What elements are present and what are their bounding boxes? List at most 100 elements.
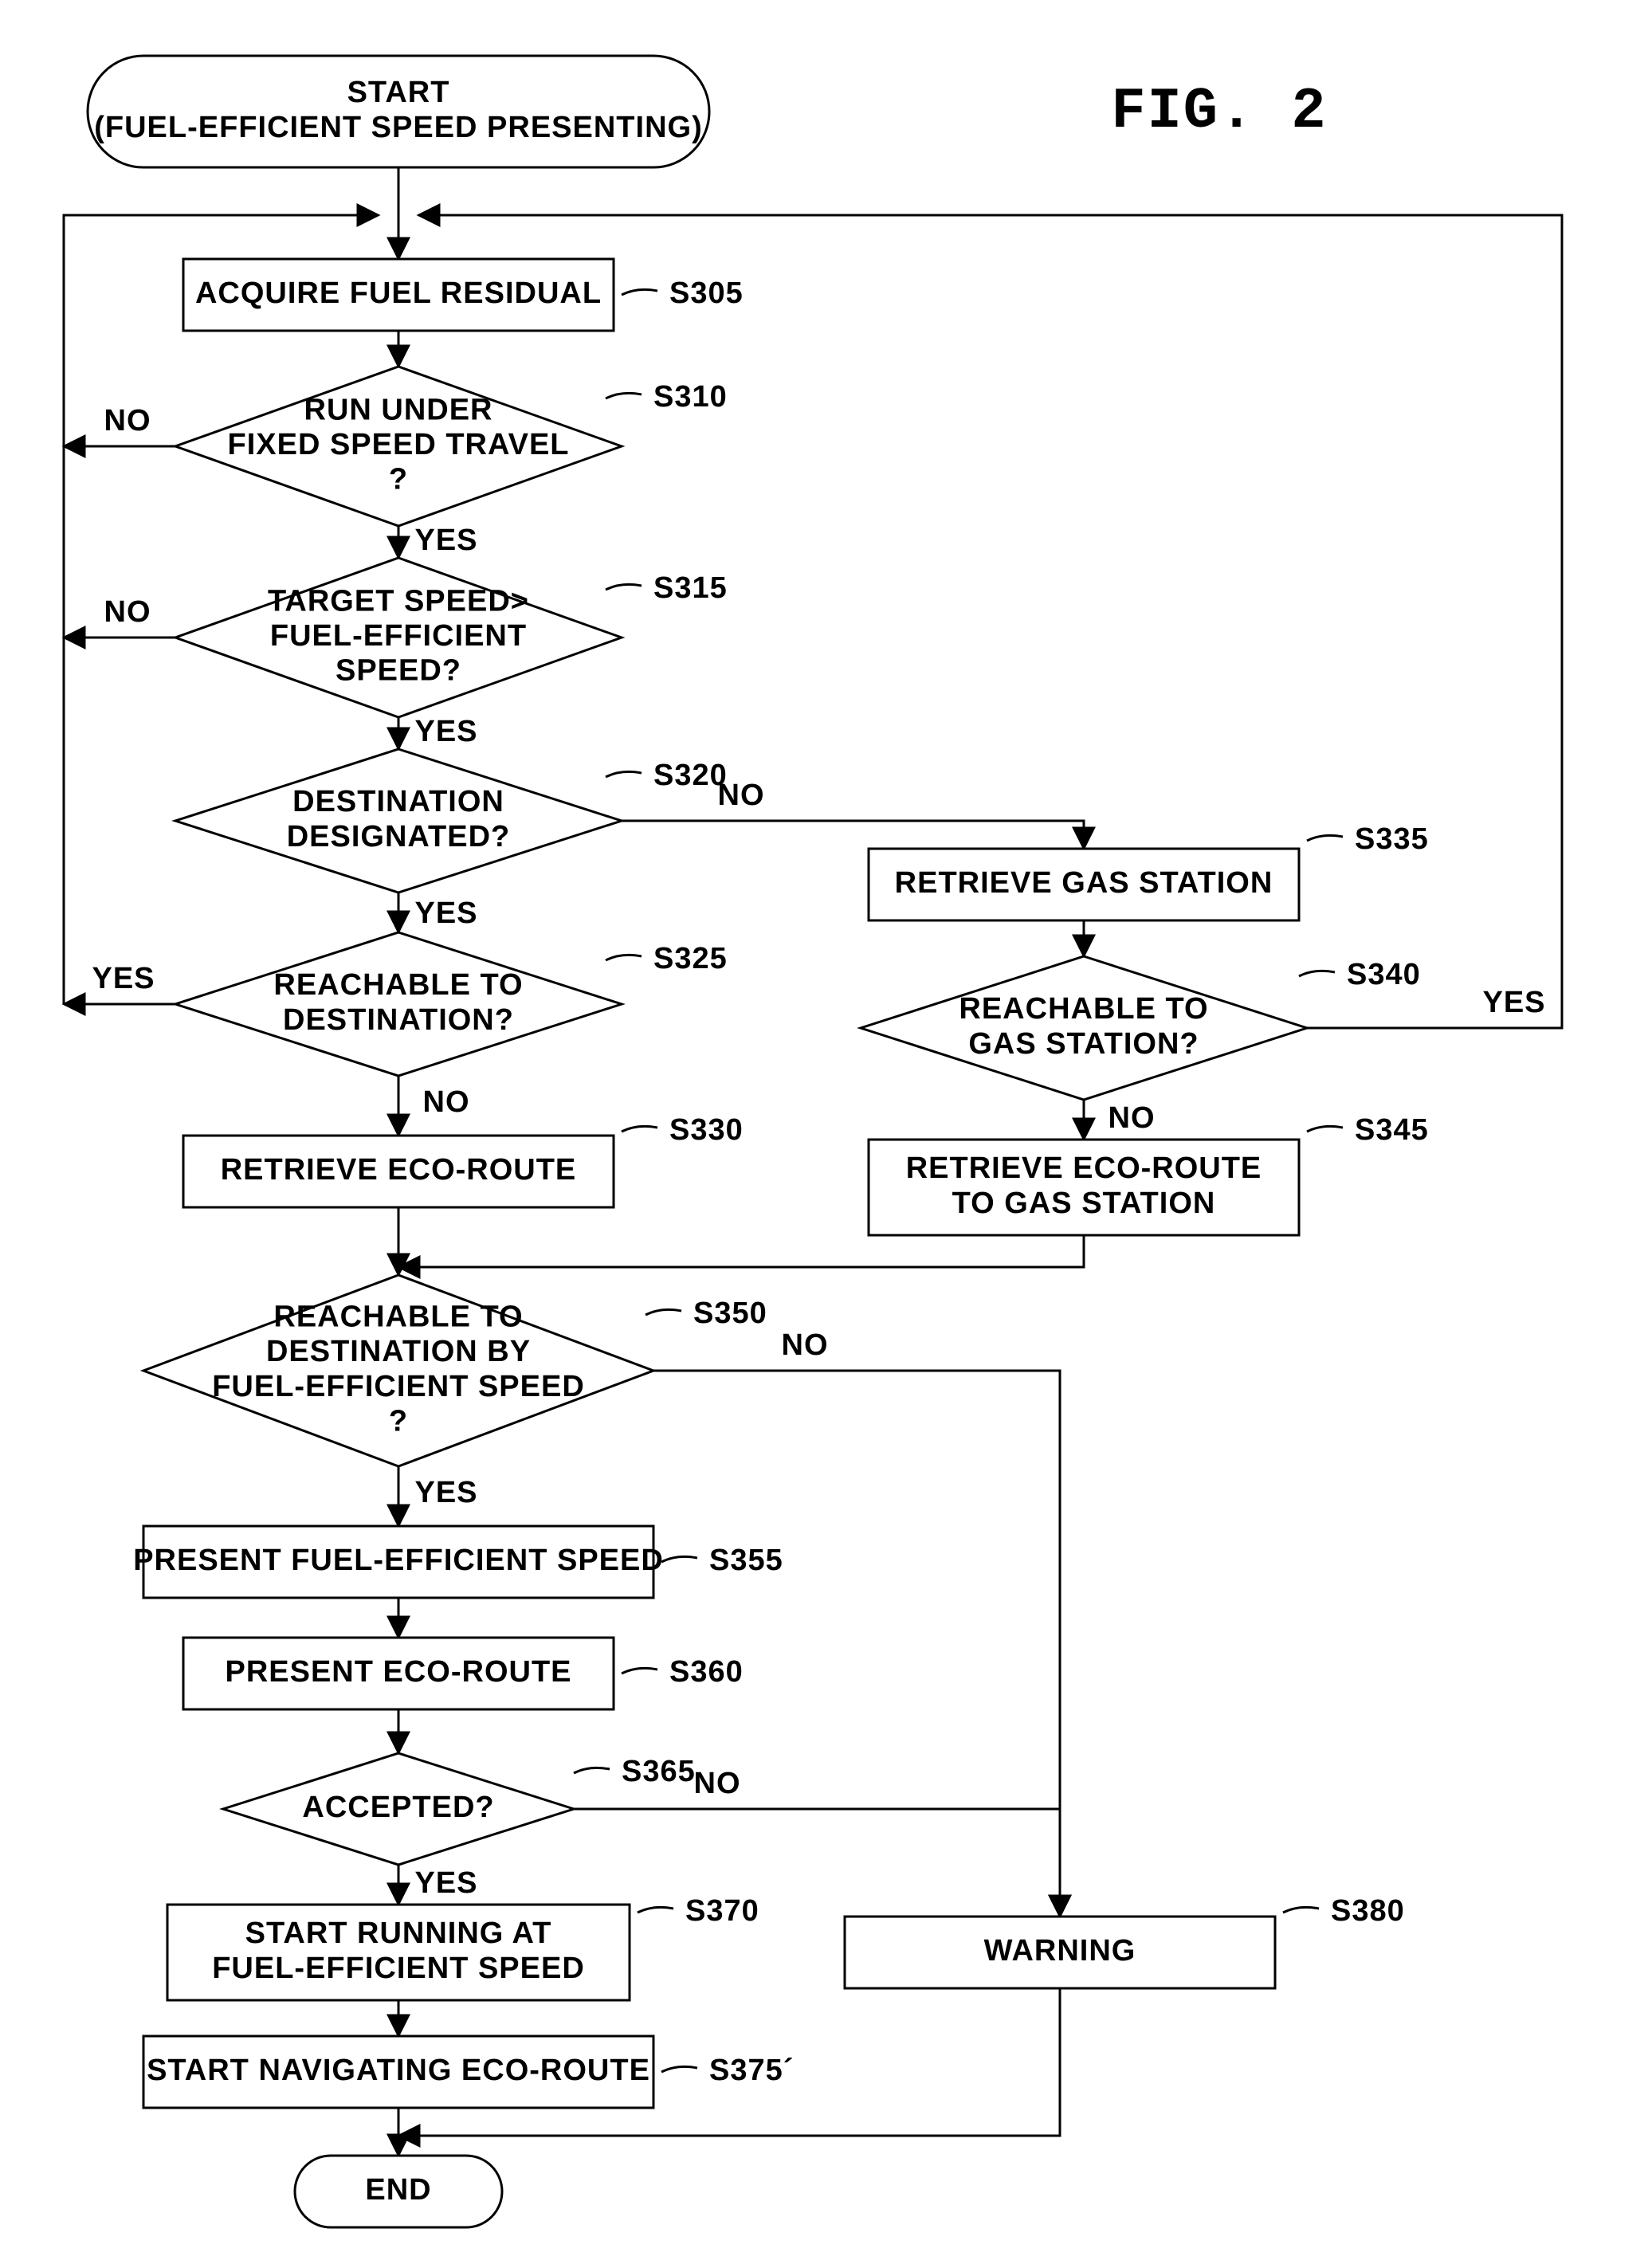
node-end: END bbox=[295, 2156, 502, 2227]
svg-text:S340: S340 bbox=[1347, 958, 1421, 991]
node-d340: REACHABLE TOGAS STATION? bbox=[861, 956, 1307, 1100]
svg-text:S320: S320 bbox=[653, 759, 728, 792]
svg-text:TO GAS STATION: TO GAS STATION bbox=[952, 1187, 1216, 1220]
svg-text:PRESENT ECO-ROUTE: PRESENT ECO-ROUTE bbox=[225, 1655, 571, 1689]
svg-text:DESTINATION: DESTINATION bbox=[292, 785, 504, 818]
step-label-d350: S350 bbox=[645, 1297, 767, 1330]
node-p355: PRESENT FUEL-EFFICIENT SPEED bbox=[133, 1526, 664, 1598]
node-d350: REACHABLE TODESTINATION BYFUEL-EFFICIENT… bbox=[143, 1275, 653, 1466]
svg-text:S355: S355 bbox=[709, 1544, 783, 1577]
svg-text:S350: S350 bbox=[693, 1297, 767, 1330]
svg-text:S305: S305 bbox=[669, 277, 744, 310]
step-label-p345: S345 bbox=[1307, 1113, 1429, 1147]
node-p370: START RUNNING ATFUEL-EFFICIENT SPEED bbox=[167, 1905, 630, 2000]
step-label-d340: S340 bbox=[1299, 958, 1421, 991]
step-label-d325: S325 bbox=[606, 942, 728, 975]
node-p330: RETRIEVE ECO-ROUTE bbox=[183, 1136, 614, 1207]
flowchart-canvas: START(FUEL-EFFICIENT SPEED PRESENTING) AC… bbox=[0, 0, 1652, 2264]
step-label-p335: S335 bbox=[1307, 822, 1429, 856]
svg-text:ACQUIRE FUEL RESIDUAL: ACQUIRE FUEL RESIDUAL bbox=[195, 277, 602, 310]
node-d310: RUN UNDERFIXED SPEED TRAVEL? bbox=[175, 367, 622, 526]
svg-text:END: END bbox=[365, 2173, 431, 2207]
svg-text:START RUNNING AT: START RUNNING AT bbox=[245, 1917, 552, 1950]
edge-d365-p380 bbox=[574, 1809, 1060, 1917]
node-p305: ACQUIRE FUEL RESIDUAL bbox=[183, 259, 614, 331]
svg-text:RETRIEVE GAS STATION: RETRIEVE GAS STATION bbox=[895, 866, 1273, 900]
svg-text:GAS STATION?: GAS STATION? bbox=[968, 1027, 1199, 1061]
edge-label: NO bbox=[104, 404, 151, 437]
svg-text:DESIGNATED?: DESIGNATED? bbox=[287, 820, 511, 853]
step-label-p375: S375´ bbox=[661, 2054, 794, 2087]
step-label-p370: S370 bbox=[638, 1894, 759, 1928]
svg-text:FUEL-EFFICIENT SPEED: FUEL-EFFICIENT SPEED bbox=[212, 1370, 585, 1403]
edge-label: YES bbox=[414, 1476, 477, 1509]
svg-text:S380: S380 bbox=[1331, 1894, 1405, 1928]
edge-d350-p380 bbox=[653, 1371, 1060, 1917]
step-label-d310: S310 bbox=[606, 380, 728, 414]
svg-text:S375´: S375´ bbox=[709, 2054, 794, 2087]
svg-text:RUN UNDER: RUN UNDER bbox=[304, 393, 493, 426]
svg-text:PRESENT FUEL-EFFICIENT SPEED: PRESENT FUEL-EFFICIENT SPEED bbox=[133, 1544, 664, 1577]
edge-label: NO bbox=[694, 1767, 741, 1800]
svg-text:DESTINATION?: DESTINATION? bbox=[283, 1003, 514, 1037]
svg-text:SPEED?: SPEED? bbox=[336, 654, 461, 688]
edge-label: NO bbox=[782, 1328, 829, 1362]
edge-p345-merge2 bbox=[398, 1235, 1084, 1267]
svg-text:S315: S315 bbox=[653, 571, 728, 605]
svg-text:REACHABLE TO: REACHABLE TO bbox=[959, 992, 1208, 1026]
edge-label: YES bbox=[1482, 986, 1545, 1019]
edge-label: NO bbox=[423, 1085, 470, 1119]
node-d325: REACHABLE TODESTINATION? bbox=[175, 932, 622, 1076]
svg-text:WARNING: WARNING bbox=[984, 1934, 1136, 1968]
step-label-d320: S320 bbox=[606, 759, 728, 792]
step-label-p305: S305 bbox=[622, 277, 744, 310]
edge-label: NO bbox=[1109, 1101, 1156, 1135]
svg-text:(FUEL-EFFICIENT SPEED PRESENTI: (FUEL-EFFICIENT SPEED PRESENTING) bbox=[94, 111, 702, 144]
svg-text:S370: S370 bbox=[685, 1894, 759, 1928]
svg-text:S330: S330 bbox=[669, 1113, 744, 1147]
svg-text:RETRIEVE ECO-ROUTE: RETRIEVE ECO-ROUTE bbox=[906, 1152, 1262, 1185]
edge-d320-p335 bbox=[622, 821, 1084, 849]
svg-text:DESTINATION BY: DESTINATION BY bbox=[266, 1335, 531, 1368]
svg-text:RETRIEVE ECO-ROUTE: RETRIEVE ECO-ROUTE bbox=[221, 1153, 577, 1187]
edge-label: YES bbox=[414, 1866, 477, 1900]
node-d315: TARGET SPEED>FUEL-EFFICIENTSPEED? bbox=[175, 558, 622, 717]
node-p380: WARNING bbox=[845, 1917, 1275, 1988]
node-d365: ACCEPTED? bbox=[223, 1753, 574, 1865]
svg-text:FUEL-EFFICIENT: FUEL-EFFICIENT bbox=[270, 619, 527, 653]
svg-text:REACHABLE TO: REACHABLE TO bbox=[273, 968, 523, 1002]
node-d320: DESTINATIONDESIGNATED? bbox=[175, 749, 622, 893]
step-label-p360: S360 bbox=[622, 1655, 744, 1689]
svg-text:START NAVIGATING ECO-ROUTE: START NAVIGATING ECO-ROUTE bbox=[147, 2054, 650, 2087]
svg-text:S345: S345 bbox=[1355, 1113, 1429, 1147]
step-label-p380: S380 bbox=[1283, 1894, 1405, 1928]
svg-text:FUEL-EFFICIENT SPEED: FUEL-EFFICIENT SPEED bbox=[212, 1952, 585, 1985]
svg-text:S325: S325 bbox=[653, 942, 728, 975]
step-label-p330: S330 bbox=[622, 1113, 744, 1147]
step-label-d315: S315 bbox=[606, 571, 728, 605]
step-label-p355: S355 bbox=[661, 1544, 783, 1577]
svg-text:REACHABLE TO: REACHABLE TO bbox=[273, 1300, 523, 1333]
svg-text:S335: S335 bbox=[1355, 822, 1429, 856]
node-p375: START NAVIGATING ECO-ROUTE bbox=[143, 2036, 653, 2108]
edge-label: YES bbox=[92, 962, 155, 995]
edge-label: YES bbox=[414, 897, 477, 930]
svg-text:START: START bbox=[347, 76, 450, 109]
svg-text:?: ? bbox=[389, 463, 408, 496]
svg-text:FIXED SPEED TRAVEL: FIXED SPEED TRAVEL bbox=[227, 428, 569, 461]
edge-label: YES bbox=[414, 524, 477, 557]
edge-label: YES bbox=[414, 715, 477, 748]
step-label-d365: S365 bbox=[574, 1755, 696, 1788]
svg-text:ACCEPTED?: ACCEPTED? bbox=[302, 1791, 494, 1824]
node-p360: PRESENT ECO-ROUTE bbox=[183, 1638, 614, 1709]
svg-text:S360: S360 bbox=[669, 1655, 744, 1689]
node-p335: RETRIEVE GAS STATION bbox=[869, 849, 1299, 920]
svg-text:S310: S310 bbox=[653, 380, 728, 414]
node-start: START(FUEL-EFFICIENT SPEED PRESENTING) bbox=[88, 56, 709, 167]
svg-text:S365: S365 bbox=[622, 1755, 696, 1788]
node-p345: RETRIEVE ECO-ROUTETO GAS STATION bbox=[869, 1140, 1299, 1235]
svg-text:?: ? bbox=[389, 1405, 408, 1438]
svg-text:TARGET SPEED>: TARGET SPEED> bbox=[268, 584, 529, 618]
edge-label: NO bbox=[104, 595, 151, 629]
figure-title: FIG. 2 bbox=[1111, 79, 1327, 144]
